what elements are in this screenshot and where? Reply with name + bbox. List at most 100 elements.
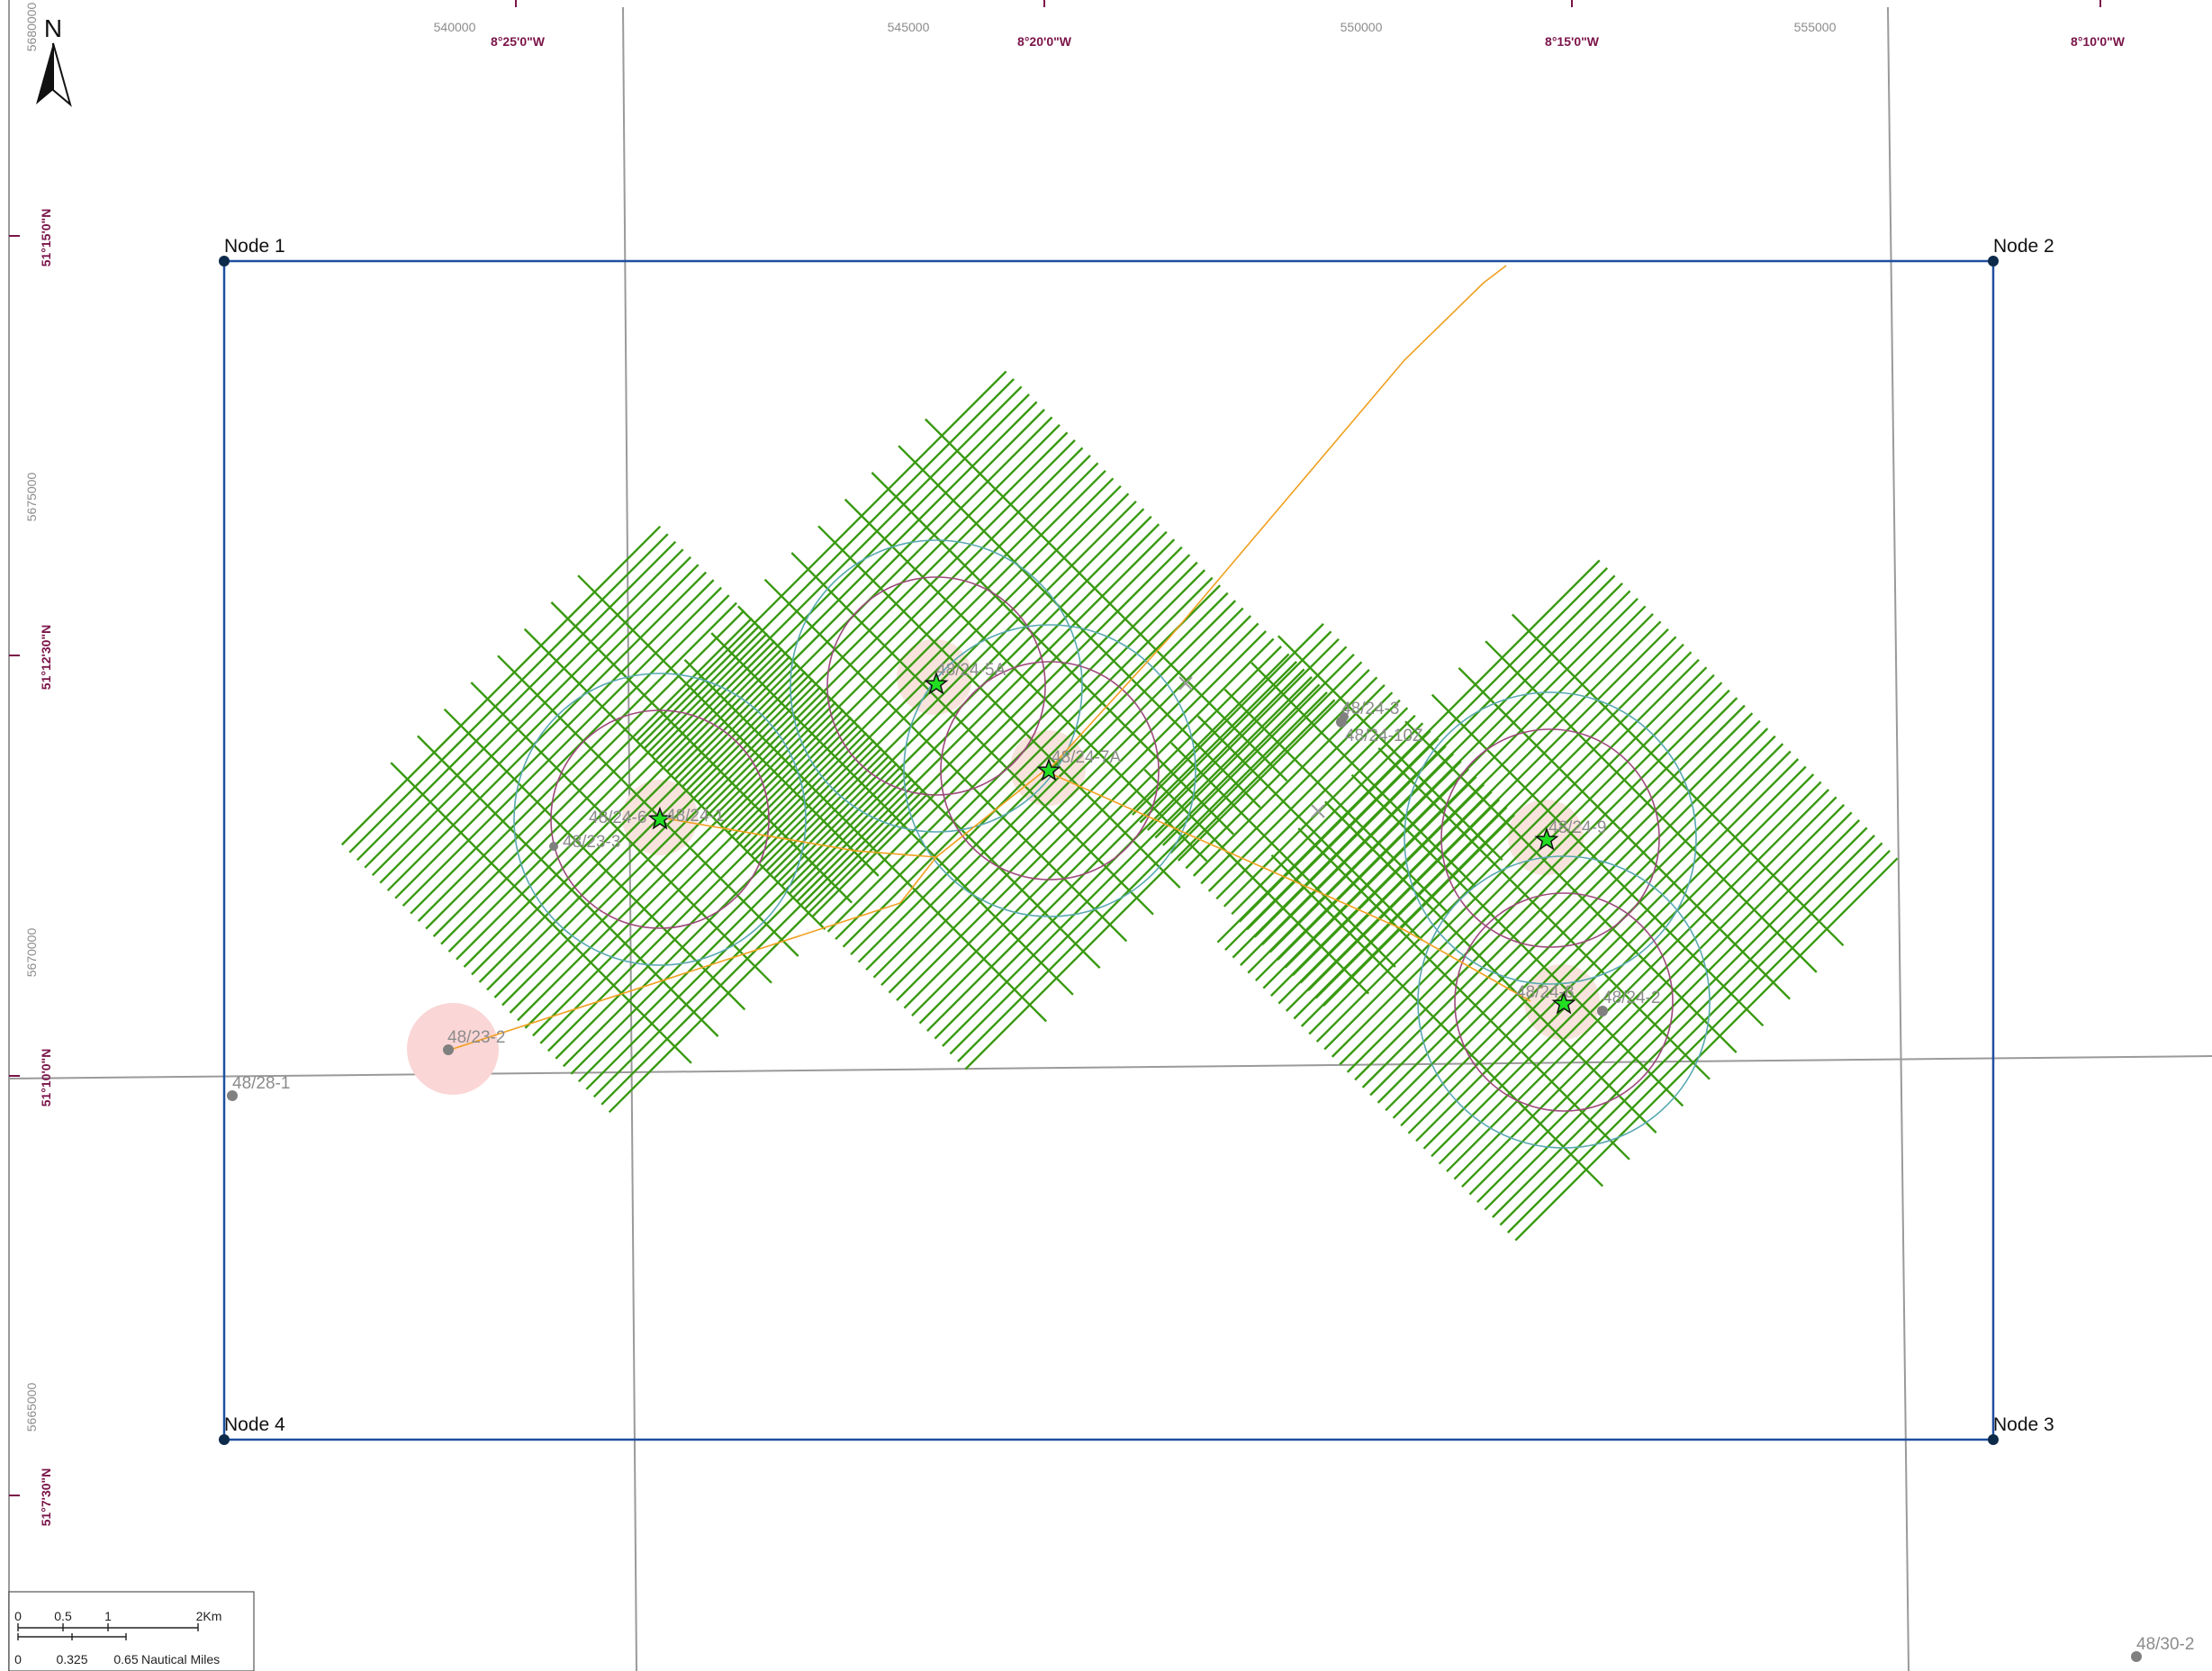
well-label: 48/24-7A: [1052, 748, 1121, 767]
survey-line: [1216, 559, 1601, 944]
easting-label: 545000: [888, 20, 930, 34]
survey-line: [1415, 758, 1800, 1143]
survey-cross-line: [1297, 827, 1630, 1161]
survey-line: [644, 378, 1015, 749]
survey-line: [1331, 673, 1715, 1058]
well-label: 48/24-5A: [936, 661, 1006, 680]
star-icon[interactable]: [1534, 826, 1559, 851]
survey-cross-line: [683, 658, 1048, 1023]
star-icon[interactable]: [924, 671, 949, 695]
north-label: N: [44, 14, 62, 42]
survey-line: [896, 630, 1267, 1001]
survey-line: [570, 754, 890, 1075]
survey-cross-line: [1170, 742, 1396, 968]
survey-cross-line: [737, 605, 1101, 969]
survey-line: [356, 540, 677, 862]
survey-cross-line: [1511, 613, 1845, 947]
well-label: 48/24-2: [1603, 989, 1660, 1007]
survey-line: [1446, 789, 1830, 1173]
well-label: 48/30-2: [2136, 1635, 2194, 1654]
survey-line: [750, 484, 1122, 856]
star-icon[interactable]: [647, 806, 673, 830]
easting-label: 550000: [1341, 20, 1383, 34]
northing-label: 5675000: [24, 473, 39, 522]
survey-line: [1278, 620, 1662, 1005]
survey-cross-line: [1143, 768, 1370, 995]
star-icon[interactable]: [1036, 757, 1061, 781]
survey-cross-line: [1196, 715, 1423, 942]
survey-line: [1262, 605, 1647, 989]
survey-line: [532, 717, 853, 1037]
survey-line: [727, 462, 1099, 834]
node-label: Node 1: [224, 236, 285, 257]
survey-line: [1285, 628, 1669, 1012]
survey-line: [1185, 676, 1378, 870]
survey-line: [386, 571, 708, 892]
node-label: Node 2: [1993, 236, 2054, 257]
survey-line: [592, 777, 914, 1098]
longitude-label: 8°25'0"W: [491, 34, 546, 49]
survey-line: [964, 699, 1336, 1070]
well-marker-48-24-2[interactable]: [1597, 1006, 1608, 1016]
survey-line: [773, 508, 1145, 880]
survey-line: [1400, 743, 1784, 1127]
north-arrow-icon: N: [36, 14, 72, 107]
star-icon[interactable]: [1551, 990, 1576, 1015]
latitude-label: 51°7'30"N: [39, 1468, 53, 1527]
survey-line: [1484, 826, 1868, 1211]
survey-line: [659, 393, 1030, 764]
survey-line: [690, 424, 1061, 795]
survey-cross-line: [763, 578, 1128, 943]
survey-cross-line: [497, 655, 799, 957]
survey-line: [872, 607, 1244, 979]
node-1[interactable]: Node 1: [219, 236, 285, 266]
survey-line: [1499, 842, 1883, 1226]
node-4[interactable]: Node 4: [219, 1414, 285, 1445]
scale-km-tick: 1: [104, 1609, 112, 1623]
scale-nm-unit: Nautical Miles: [141, 1652, 220, 1666]
survey-line: [1377, 719, 1761, 1104]
well-label: 48/24-10Z: [1345, 727, 1423, 745]
survey-cross-line: [443, 708, 746, 1011]
survey-line: [674, 409, 1045, 780]
survey-line: [517, 701, 837, 1022]
survey-cross-line: [924, 418, 1288, 782]
well-marker-48-28-1[interactable]: [227, 1090, 238, 1101]
survey-line: [1240, 583, 1623, 966]
survey-line: [501, 686, 822, 1007]
survey-line: [1514, 857, 1899, 1242]
survey-line: [1308, 651, 1693, 1035]
survey-line: [705, 439, 1076, 810]
survey-line: [600, 785, 921, 1106]
well-marker-48-23-3[interactable]: [549, 842, 558, 851]
survey-line: [379, 564, 700, 884]
easting-label: 540000: [434, 20, 476, 34]
node-3[interactable]: Node 3: [1988, 1414, 2054, 1445]
survey-line: [539, 724, 860, 1044]
survey-line: [364, 548, 684, 869]
radius-circles: [513, 539, 1711, 1149]
well-marker-48-23-2[interactable]: [443, 1044, 454, 1055]
well-label: 48/24-6: [589, 808, 646, 827]
node-2[interactable]: Node 2: [1988, 236, 2054, 266]
survey-line: [796, 530, 1168, 902]
survey-line: [743, 477, 1115, 849]
scale-nm-tick: 0.325: [56, 1652, 87, 1666]
survey-line: [957, 691, 1328, 1062]
survey-line: [546, 731, 868, 1052]
survey-line: [842, 576, 1214, 948]
scale-nm-tick: 0: [14, 1652, 22, 1666]
well-marker-48-24-10z[interactable]: [1340, 712, 1349, 721]
well-label: 48/23-2: [447, 1028, 505, 1047]
survey-cross-line: [710, 632, 1074, 996]
survey-line: [1223, 714, 1416, 908]
survey-line: [410, 594, 730, 915]
cross-markers: [1178, 676, 1325, 818]
longitude-label: 8°20'0"W: [1017, 34, 1072, 49]
survey-cross-line: [1350, 773, 1684, 1107]
well-marker-48-30-2[interactable]: [2131, 1651, 2142, 1662]
northing-label: 5680000: [24, 3, 39, 52]
survey-line: [918, 653, 1290, 1025]
survey-line: [447, 632, 768, 953]
survey-line: [697, 431, 1069, 803]
